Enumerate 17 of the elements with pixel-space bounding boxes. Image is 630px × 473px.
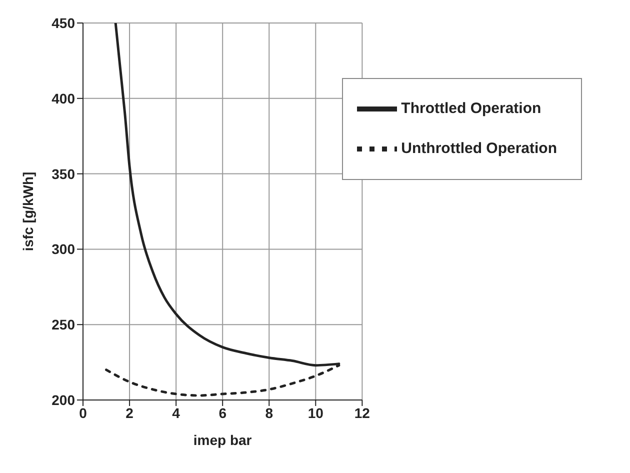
y-axis-title: isfc [g/kWh] bbox=[20, 172, 36, 252]
x-tick-label: 4 bbox=[172, 404, 180, 421]
y-tick-label: 200 bbox=[52, 392, 76, 408]
x-tick-label: 10 bbox=[308, 404, 324, 421]
legend-label: Unthrottled Operation bbox=[401, 140, 557, 157]
x-tick-label: 2 bbox=[126, 404, 134, 421]
x-tick-label: 8 bbox=[265, 404, 274, 421]
y-tick-label: 350 bbox=[52, 166, 76, 182]
y-tick-label: 400 bbox=[52, 90, 76, 106]
x-axis-title: imep bar bbox=[193, 432, 252, 448]
legend-label: Throttled Operation bbox=[401, 100, 542, 117]
y-tick-label: 300 bbox=[52, 241, 76, 258]
x-tick-label: 0 bbox=[79, 404, 88, 421]
y-tick-label: 250 bbox=[52, 316, 76, 333]
y-tick-label: 450 bbox=[52, 14, 76, 31]
x-tick-label: 12 bbox=[354, 404, 370, 421]
x-tick-label: 6 bbox=[218, 404, 227, 421]
